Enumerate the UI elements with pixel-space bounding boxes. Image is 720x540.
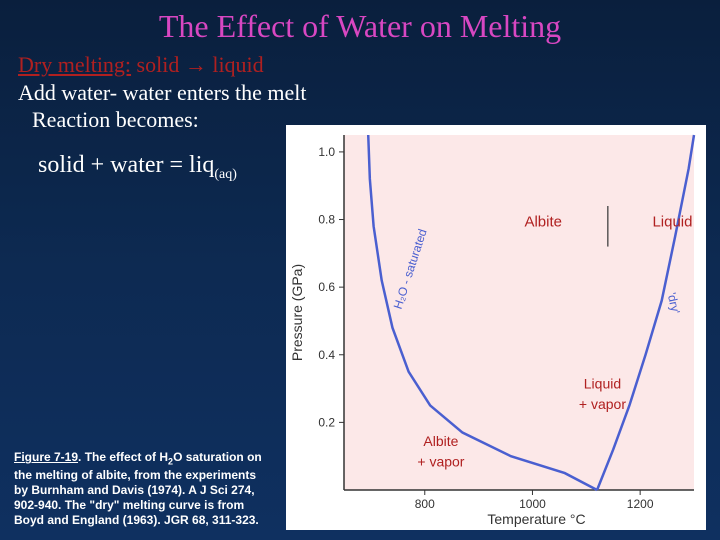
svg-text:Albite: Albite <box>524 213 562 230</box>
slide-title: The Effect of Water on Melting <box>0 0 720 45</box>
svg-text:Liquid: Liquid <box>584 376 621 392</box>
svg-text:0.6: 0.6 <box>318 280 335 294</box>
svg-text:Pressure (GPa): Pressure (GPa) <box>289 264 305 361</box>
svg-text:0.2: 0.2 <box>318 415 335 429</box>
svg-text:800: 800 <box>415 497 435 511</box>
svg-text:+ vapor: + vapor <box>579 396 626 412</box>
svg-text:1200: 1200 <box>627 497 654 511</box>
figure-caption: Figure 7-19. The effect of H2O saturatio… <box>14 450 264 528</box>
svg-text:Liquid: Liquid <box>652 213 692 230</box>
dry-melting-rest: solid → liquid <box>131 52 264 77</box>
svg-text:0.8: 0.8 <box>318 213 335 227</box>
svg-text:Albite: Albite <box>423 433 458 449</box>
svg-text:Temperature °C: Temperature °C <box>487 511 585 527</box>
caption-prefix: Figure 7-19 <box>14 450 78 464</box>
svg-text:+ vapor: + vapor <box>417 453 464 469</box>
svg-text:1000: 1000 <box>519 497 546 511</box>
phase-diagram-chart: 0.2 0.4 0.6 0.8 1.0 800 1000 1200 Temperature °C… <box>286 125 706 530</box>
dry-melting-underline: Dry melting: <box>18 52 131 77</box>
body-line-2: Add water- water enters the melt <box>18 79 702 107</box>
body-line-1: Dry melting: solid → liquid <box>18 51 702 79</box>
svg-text:1.0: 1.0 <box>318 145 335 159</box>
chart-svg: 0.2 0.4 0.6 0.8 1.0 800 1000 1200 Temperature °C… <box>286 125 706 530</box>
title-text: The Effect of Water on Melting <box>159 8 561 44</box>
svg-text:0.4: 0.4 <box>318 348 335 362</box>
caption-t1: . The effect of H <box>78 450 168 464</box>
equation-subscript: (aq) <box>214 166 237 181</box>
equation-text: solid + water = liq <box>38 152 214 178</box>
body-text: Dry melting: solid → liquid Add water- w… <box>0 45 720 134</box>
